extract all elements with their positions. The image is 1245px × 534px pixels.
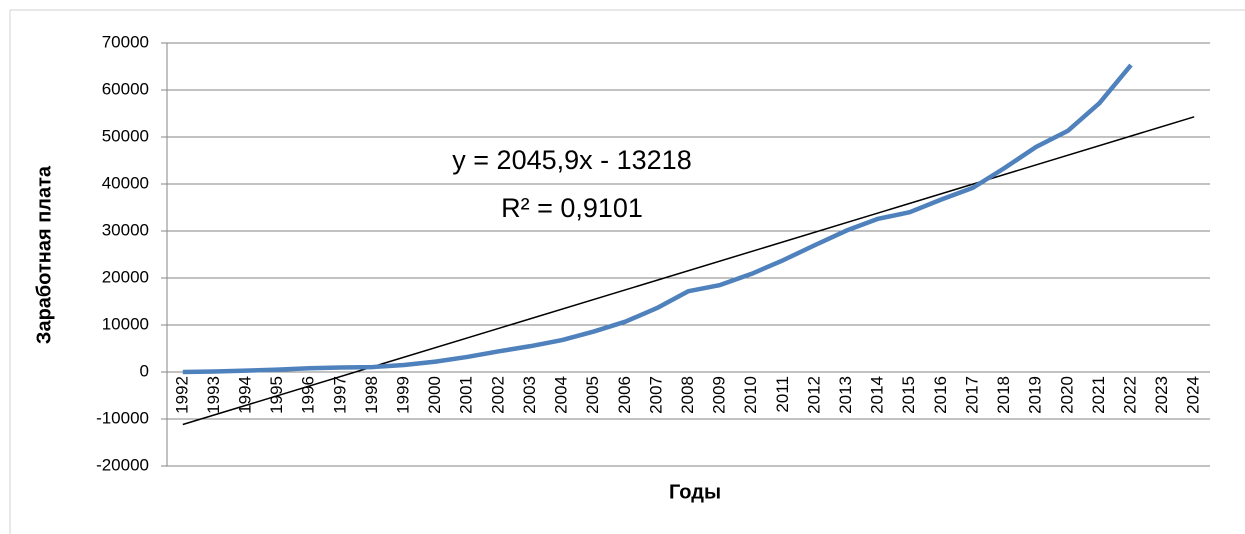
x-tick-label: 1999 [394,376,413,414]
x-tick-label: 2021 [1089,376,1108,414]
y-tick-label: -10000 [96,408,149,427]
x-tick-label: 1993 [204,376,223,414]
trend-r-squared: R² = 0,9101 [501,193,643,223]
y-tick-label: 20000 [102,267,149,286]
series-line [182,63,1133,375]
x-tick-label: 2023 [1152,376,1171,414]
x-tick-label: 2011 [773,376,792,413]
x-tick-label: 1997 [330,376,349,414]
y-tick-label: 50000 [102,126,149,145]
x-tick-label: 2006 [615,376,634,414]
y-tick-label: 0 [140,361,149,380]
x-tick-label: 2022 [1120,376,1139,414]
y-tick-label: 40000 [102,173,149,192]
y-axis-title: Заработная плата [33,165,55,344]
y-tick-label: 10000 [102,314,149,333]
trendline [182,116,1195,426]
y-tick-label: -20000 [96,455,149,474]
x-tick-label: 2024 [1184,376,1203,414]
x-tick-label: 2014 [868,376,887,414]
x-tick-label: 2003 [520,376,539,414]
x-tick-label: 2010 [741,376,760,414]
x-tick-label: 1998 [362,376,381,414]
x-tick-label: 2012 [804,376,823,414]
x-tick-label: 2000 [425,376,444,414]
x-tick-label: 2005 [583,376,602,414]
x-tick-label: 2020 [1057,376,1076,414]
x-tick-label: 2016 [931,376,950,414]
x-tick-label: 2015 [899,376,918,414]
x-tick-label: 1996 [299,376,318,414]
y-tick-label: 70000 [102,32,149,51]
y-tick-label: 60000 [102,79,149,98]
y-tick-label: 30000 [102,220,149,239]
x-tick-label: 2007 [646,376,665,414]
x-tick-label: 1995 [267,376,286,414]
x-tick-label: 1992 [172,376,191,414]
x-tick-label: 2008 [678,376,697,414]
x-axis-title: Годы [669,481,721,503]
x-tick-label: 2009 [710,376,729,414]
x-tick-label: 2017 [962,376,981,414]
x-tick-label: 2002 [488,376,507,414]
x-tick-label: 2019 [1026,376,1045,414]
trend-equation: y = 2045,9x - 13218 [452,145,691,175]
x-tick-label: 2001 [457,376,476,414]
x-tick-label: 2018 [994,376,1013,414]
x-tick-label: 2013 [836,376,855,414]
x-tick-label: 2004 [552,376,571,414]
